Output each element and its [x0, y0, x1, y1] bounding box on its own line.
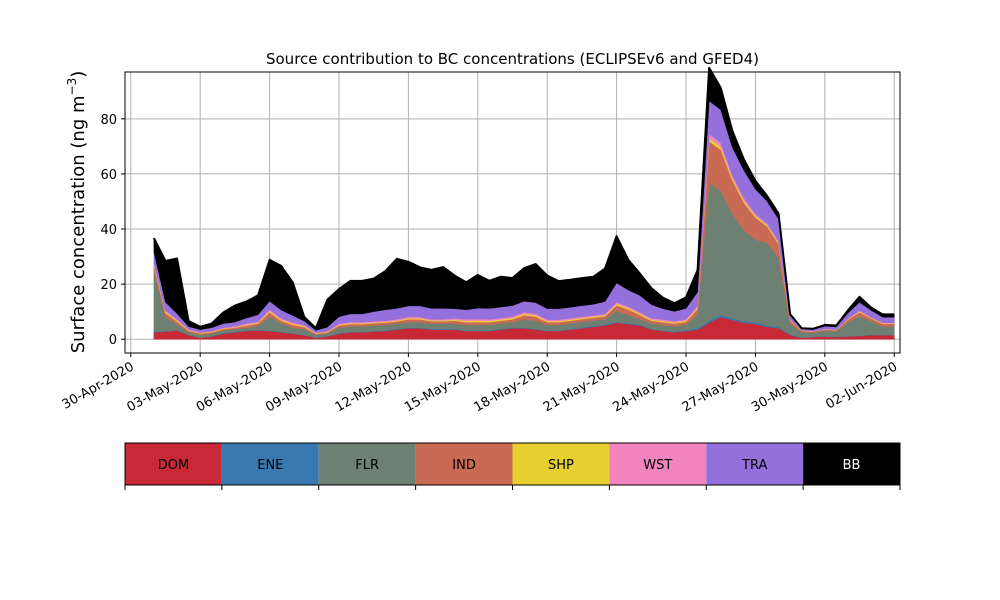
legend-label-bb: BB	[843, 458, 861, 473]
plot-frame	[124, 71, 901, 354]
x-axis: 30-Apr-202003-May-202006-May-202009-May-…	[60, 353, 900, 415]
x-tick-label: 18-May-2020	[472, 359, 554, 415]
x-tick-label: 02-Jun-2020	[823, 359, 900, 412]
x-tick-label: 27-May-2020	[680, 359, 762, 415]
x-tick-label: 21-May-2020	[541, 359, 623, 415]
stacked-areas	[153, 66, 895, 340]
y-axis-label-exponent: −3	[65, 78, 79, 96]
legend-swatch-ene	[221, 443, 319, 485]
y-tick-label: 0	[109, 333, 117, 348]
legend-swatch-tra	[706, 443, 804, 485]
legend-swatch-dom	[125, 443, 222, 485]
legend: DOM ENE FLR IND SHP WST TRA BB	[124, 442, 901, 490]
legend-label-ene: ENE	[257, 458, 283, 473]
y-axis-label: Surface concentration (ng m−3)	[65, 71, 89, 354]
legend-swatch-wst	[609, 443, 707, 485]
legend-swatch-flr	[318, 443, 416, 485]
x-tick-label: 03-May-2020	[125, 359, 207, 415]
total-line	[153, 66, 895, 330]
y-tick-label: 80	[100, 113, 117, 128]
legend-label-dom: DOM	[158, 458, 189, 473]
y-tick-label: 60	[100, 168, 117, 183]
legend-label-wst: WST	[643, 458, 672, 473]
x-tick-label: 30-May-2020	[749, 359, 831, 415]
chart-title: Source contribution to BC concentrations…	[266, 50, 759, 68]
y-tick-label: 20	[100, 278, 117, 293]
y-tick-label: 40	[100, 223, 117, 238]
x-tick-label: 06-May-2020	[194, 359, 276, 415]
legend-label-flr: FLR	[355, 458, 379, 473]
legend-swatch-ind	[415, 443, 513, 485]
x-tick-label: 15-May-2020	[402, 359, 484, 415]
x-tick-label: 09-May-2020	[263, 359, 345, 415]
legend-swatch-shp	[512, 443, 610, 485]
legend-label-ind: IND	[452, 458, 476, 473]
legend-swatch-bb	[803, 443, 900, 485]
x-tick-label: 24-May-2020	[610, 359, 692, 415]
legend-label-tra: TRA	[741, 458, 767, 473]
x-tick-label: 12-May-2020	[333, 359, 415, 415]
y-axis-label-close: )	[68, 71, 89, 78]
y-axis: 0 20 40 60 80	[100, 113, 125, 348]
legend-label-shp: SHP	[548, 458, 574, 473]
